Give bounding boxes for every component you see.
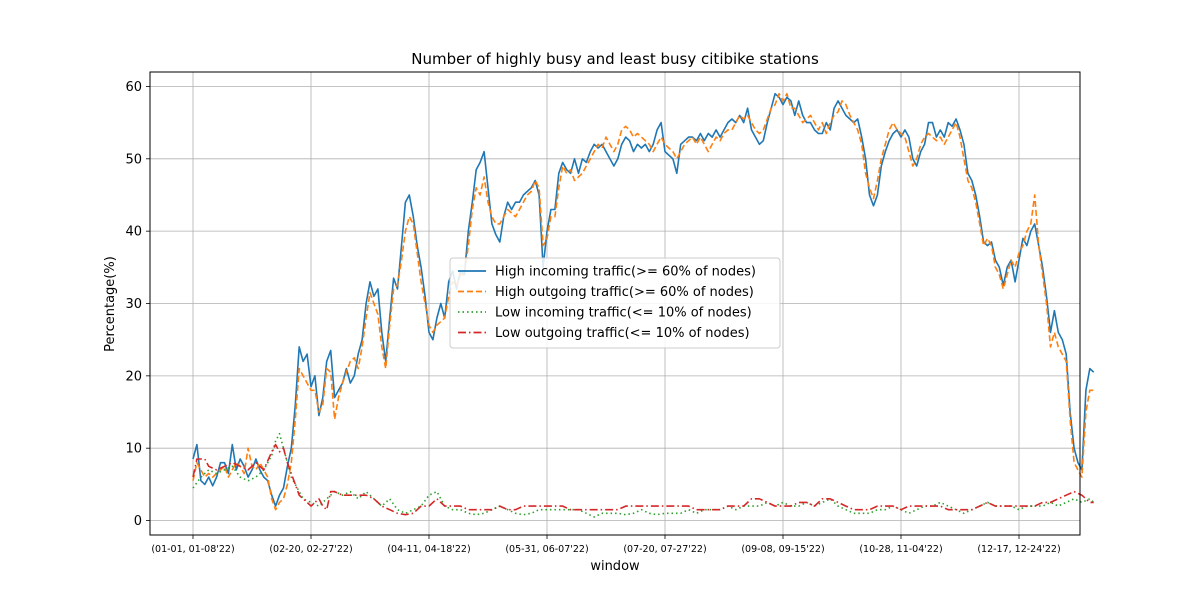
y-axis-label: Percentage(%) [103,256,118,352]
y-tick-label: 10 [125,442,142,457]
x-axis: (01-01, 01-08'22) (02-20, 02-27'22) (04-11… [151,535,1061,555]
series-layer [192,92,1095,518]
legend: High incoming traffic(>= 60% of nodes) Hi… [449,257,781,349]
x-tick-label: (07-20, 07-27'22) [623,544,706,555]
legend-entry: Low outgoing traffic(<= 10% of nodes) [495,326,750,341]
y-tick-label: 60 [125,80,142,95]
x-tick-label: (10-28, 11-04'22) [859,544,942,555]
y-tick-label: 30 [125,297,142,312]
legend-entry: High outgoing traffic(>= 60% of nodes) [495,285,754,300]
legend-entry: High incoming traffic(>= 60% of nodes) [495,265,756,280]
x-tick-label: (04-11, 04-18'22) [387,544,470,555]
y-axis: 0 10 20 30 40 50 60 [125,80,150,529]
series-line-2 [192,92,1094,511]
x-tick-label: (05-31, 06-07'22) [505,544,588,555]
y-tick-label: 50 [125,152,142,167]
series-line-3 [192,432,1095,518]
x-tick-label: (09-08, 09-15'22) [741,544,824,555]
x-tick-label: (02-20, 02-27'22) [269,544,352,555]
legend-box [449,257,781,349]
x-axis-label: window [590,559,640,574]
legend-entry: Low incoming traffic(<= 10% of nodes) [495,306,752,321]
y-tick-label: 40 [125,225,142,240]
x-tick-label: (01-01, 01-08'22) [151,544,234,555]
series-line-4 [192,443,1094,516]
chart-title: Number of highly busy and least busy cit… [411,50,819,68]
x-tick-label: (12-17, 12-24'22) [977,544,1060,555]
y-tick-label: 20 [125,369,142,384]
y-tick-label: 0 [134,514,142,529]
